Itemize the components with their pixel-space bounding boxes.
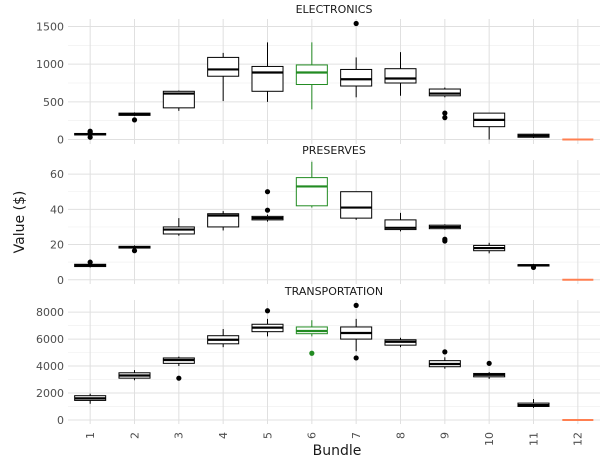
outlier-point	[353, 355, 359, 361]
x-axis-title: Bundle	[313, 443, 362, 459]
box-9	[428, 87, 461, 121]
y-tick-label: 0	[57, 274, 64, 287]
box-iqr	[251, 65, 284, 92]
box-iqr	[384, 219, 417, 231]
y-tick-label: 0	[57, 133, 64, 146]
outlier-point	[176, 375, 182, 381]
box-7	[340, 20, 373, 98]
panel-electronics: ELECTRONICS 0 500 1000 1500	[36, 3, 600, 146]
box-iqr	[295, 64, 328, 86]
panel-preserves: PRESERVES 0 20 40 60	[50, 144, 600, 287]
box-2	[118, 245, 151, 254]
box-iqr	[340, 191, 373, 219]
box-4	[207, 211, 240, 231]
x-tick-label: 6	[306, 432, 319, 439]
box-8	[384, 337, 417, 348]
box-3	[162, 90, 195, 111]
panel-title: TRANSPORTATION	[284, 285, 383, 298]
outlier-point	[87, 134, 93, 140]
box-5	[251, 189, 284, 222]
panels: ELECTRONICS 0 500 1000 1500 PRESERVES 0 20 40 60 T…	[36, 3, 600, 427]
y-tick-label: 500	[43, 96, 64, 109]
box-iqr	[162, 90, 195, 109]
box-6	[295, 161, 328, 208]
outlier-point	[353, 302, 359, 308]
outlier-point	[486, 360, 492, 366]
panel-transportation: TRANSPORTATION 0 2000 4000 6000 8000	[36, 285, 600, 427]
box-2	[118, 112, 151, 123]
box-iqr	[295, 177, 328, 207]
y-tick-label: 1000	[36, 58, 64, 71]
x-tick-label: 11	[527, 432, 540, 446]
outlier-point	[442, 110, 448, 116]
outlier-point	[264, 308, 271, 314]
x-tick-label: 9	[439, 432, 452, 439]
y-tick-label: 60	[50, 168, 64, 181]
panel-title: ELECTRONICS	[296, 3, 373, 16]
box-8	[384, 212, 417, 232]
box-6	[295, 320, 328, 356]
box-3	[162, 218, 195, 236]
y-tick-label: 40	[50, 203, 64, 216]
box-iqr	[207, 56, 240, 77]
box-6	[295, 42, 328, 110]
x-tick-label: 7	[350, 432, 363, 439]
outlier-point	[442, 238, 448, 244]
y-tick-label: 8000	[36, 306, 64, 319]
outlier-point	[442, 115, 448, 121]
outlier-point	[530, 264, 537, 271]
y-tick-label: 1500	[36, 21, 64, 34]
outlier-point	[353, 20, 359, 27]
box-5	[251, 42, 284, 102]
y-tick-label: 6000	[36, 333, 64, 346]
x-tick-label: 3	[173, 432, 186, 439]
panel-title: PRESERVES	[302, 144, 366, 157]
outlier-point	[87, 259, 93, 265]
x-tick-label: 4	[217, 432, 230, 439]
box-10	[473, 360, 506, 379]
box-iqr	[207, 213, 240, 228]
box-11	[517, 133, 550, 138]
y-tick-label: 2000	[36, 387, 64, 400]
box-8	[384, 52, 417, 96]
x-tick-label: 1	[84, 432, 97, 439]
box-3	[162, 356, 195, 381]
box-9	[428, 224, 461, 244]
x-axis-ticks: 1 2 3 4 5 6 7 8 9 10 11 12	[84, 432, 585, 446]
outlier-point	[131, 248, 138, 254]
outlier-point	[309, 350, 315, 356]
box-7	[340, 302, 373, 361]
outlier-point	[264, 207, 271, 213]
box-iqr	[340, 68, 373, 87]
box-9	[428, 349, 461, 369]
box-5	[251, 308, 284, 337]
x-tick-label: 12	[572, 432, 585, 446]
y-tick-label: 4000	[36, 360, 64, 373]
x-tick-label: 5	[261, 432, 274, 439]
box-1	[74, 128, 107, 140]
y-tick-label: 0	[57, 414, 64, 427]
outlier-point	[442, 349, 448, 355]
x-tick-label: 2	[128, 432, 141, 439]
box-1	[74, 259, 107, 268]
x-tick-label: 8	[394, 432, 407, 439]
outlier-point	[87, 128, 93, 134]
box-1	[74, 393, 107, 404]
outlier-point	[264, 189, 271, 195]
box-11	[517, 263, 550, 271]
box-10	[473, 242, 506, 254]
box-2	[118, 370, 151, 381]
box-4	[207, 52, 240, 102]
y-axis-title: Value ($)	[12, 191, 28, 254]
outlier-point	[131, 117, 138, 123]
box-7	[340, 191, 373, 220]
box-10	[473, 112, 506, 140]
box-11	[517, 399, 550, 408]
x-tick-label: 10	[483, 432, 496, 446]
y-tick-label: 20	[50, 239, 64, 252]
box-iqr	[384, 68, 417, 84]
box-iqr	[428, 88, 461, 97]
box-4	[207, 328, 240, 348]
